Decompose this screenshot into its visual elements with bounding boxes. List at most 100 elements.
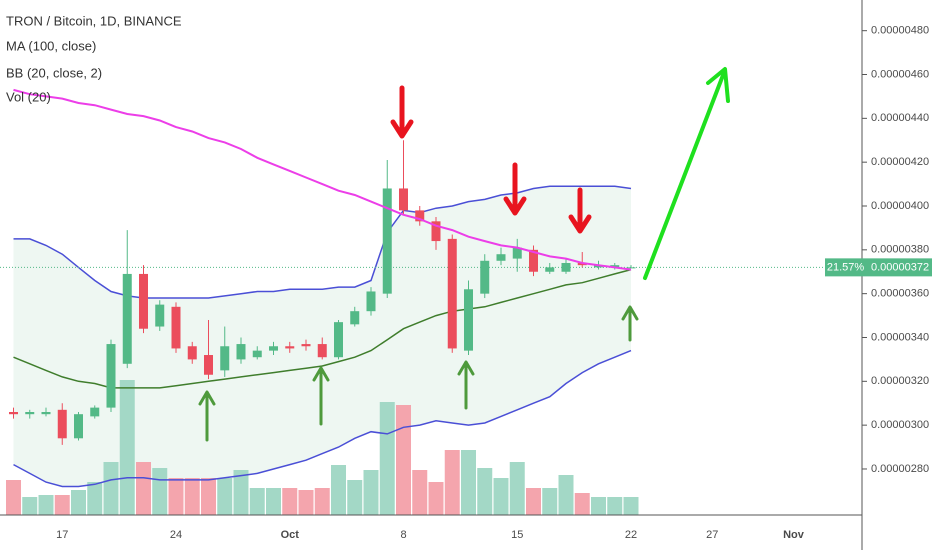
y-tick-label: 0.00000460 bbox=[871, 68, 929, 80]
candle-body bbox=[610, 265, 620, 268]
y-tick-label: 0.00000340 bbox=[871, 331, 929, 343]
volume-bar bbox=[396, 405, 411, 515]
volume-bar bbox=[38, 495, 54, 515]
candle-body bbox=[9, 412, 18, 415]
volume-bar bbox=[87, 482, 103, 515]
volume-bar bbox=[282, 488, 298, 515]
change-label: 21.57% bbox=[827, 261, 865, 273]
candle-body bbox=[90, 407, 100, 417]
y-tick-label: 0.00000440 bbox=[871, 112, 929, 124]
buy-arrow bbox=[312, 366, 330, 426]
candle-body bbox=[382, 188, 392, 294]
volume-bar bbox=[71, 490, 86, 515]
volume-bar bbox=[168, 478, 184, 515]
candle-body bbox=[561, 262, 571, 272]
y-tick-label: 0.00000480 bbox=[871, 25, 929, 37]
candle-body bbox=[334, 322, 343, 358]
change-label-box bbox=[825, 258, 866, 277]
volume-bar bbox=[233, 470, 249, 515]
volume-bar bbox=[526, 488, 541, 515]
y-tick-label: 0.00000300 bbox=[871, 419, 929, 431]
bb-upper bbox=[13, 185, 632, 299]
x-tick-label: 22 bbox=[625, 529, 637, 541]
candle-body bbox=[25, 412, 35, 415]
candle-body bbox=[317, 344, 327, 358]
x-tick-label: 17 bbox=[56, 529, 68, 541]
x-tick-label: 27 bbox=[706, 529, 718, 541]
legend-ma: MA (100, close) bbox=[6, 38, 96, 53]
candle-body bbox=[366, 291, 376, 312]
price-label: 0.00000372 bbox=[871, 261, 929, 273]
legend-bb: BB (20, close, 2) bbox=[6, 65, 102, 80]
candle-body bbox=[139, 273, 148, 329]
bb-fill bbox=[13, 186, 631, 487]
x-tick-label: 8 bbox=[400, 529, 406, 541]
volume-bar bbox=[461, 450, 476, 515]
y-tick-label: 0.00000420 bbox=[871, 156, 929, 168]
y-tick-label: 0.00000380 bbox=[871, 244, 929, 256]
volume-bar bbox=[201, 478, 216, 515]
volume-bar bbox=[249, 488, 265, 515]
candle-body bbox=[252, 350, 262, 358]
sell-arrows bbox=[390, 85, 592, 234]
x-tick-label: 15 bbox=[511, 529, 523, 541]
candle-body bbox=[447, 238, 457, 349]
legend-volume: Vol (20) bbox=[6, 89, 51, 104]
volume-bar bbox=[184, 478, 200, 515]
volume-bar bbox=[558, 475, 574, 515]
volume-bar bbox=[509, 462, 525, 515]
volume-bar bbox=[591, 497, 606, 515]
x-tick-label: 24 bbox=[170, 529, 182, 541]
candle-body bbox=[269, 346, 278, 351]
volume-bar bbox=[298, 490, 314, 515]
volume-bar bbox=[103, 462, 119, 515]
candle-body bbox=[106, 344, 116, 408]
volume-bar bbox=[542, 488, 558, 515]
candle-body bbox=[171, 306, 181, 349]
y-tick-label: 0.00000320 bbox=[871, 375, 929, 387]
candle-body bbox=[122, 273, 132, 364]
candle-body bbox=[41, 412, 51, 415]
plot-area bbox=[0, 88, 862, 515]
x-tick-label: Nov bbox=[783, 529, 805, 541]
forecast-arrow bbox=[643, 67, 730, 280]
x-tick-label: Oct bbox=[281, 529, 300, 541]
candle-body bbox=[545, 267, 555, 272]
candle-body bbox=[220, 346, 230, 371]
candle-body bbox=[431, 221, 441, 242]
volume-bar bbox=[22, 497, 38, 515]
volume-bar bbox=[314, 488, 330, 515]
sell-arrow bbox=[503, 162, 527, 216]
volume-bar bbox=[54, 495, 70, 515]
candle-body bbox=[236, 344, 246, 360]
volume-bar bbox=[266, 488, 281, 515]
volume-bar bbox=[607, 497, 623, 515]
volume-bar bbox=[574, 493, 590, 515]
candle-body bbox=[285, 346, 295, 349]
candle-body bbox=[301, 344, 311, 347]
candle-body bbox=[74, 414, 83, 439]
bb-basis bbox=[13, 268, 632, 389]
volume-bar bbox=[444, 450, 460, 515]
candle-body bbox=[594, 265, 603, 268]
candle-body bbox=[529, 249, 538, 272]
candle-body bbox=[512, 247, 522, 259]
y-tick-label: 0.00000360 bbox=[871, 288, 929, 300]
volume-bar bbox=[136, 462, 151, 515]
volume-bar bbox=[623, 497, 639, 515]
candle-body bbox=[399, 188, 408, 211]
bb-lower bbox=[13, 349, 632, 488]
y-tick-label: 0.00000400 bbox=[871, 200, 929, 212]
ma-line bbox=[13, 88, 632, 271]
volume-bar bbox=[347, 480, 363, 515]
buy-arrow bbox=[198, 390, 216, 442]
chart-title: TRON / Bitcoin, 1D, BINANCE bbox=[6, 13, 182, 28]
candle-body bbox=[464, 289, 473, 351]
buy-arrow bbox=[621, 305, 639, 342]
volume-bar bbox=[477, 468, 493, 515]
candle-body bbox=[350, 311, 360, 325]
candle-body bbox=[480, 260, 490, 294]
buy-arrow bbox=[457, 360, 475, 410]
volume-bar bbox=[493, 478, 509, 515]
